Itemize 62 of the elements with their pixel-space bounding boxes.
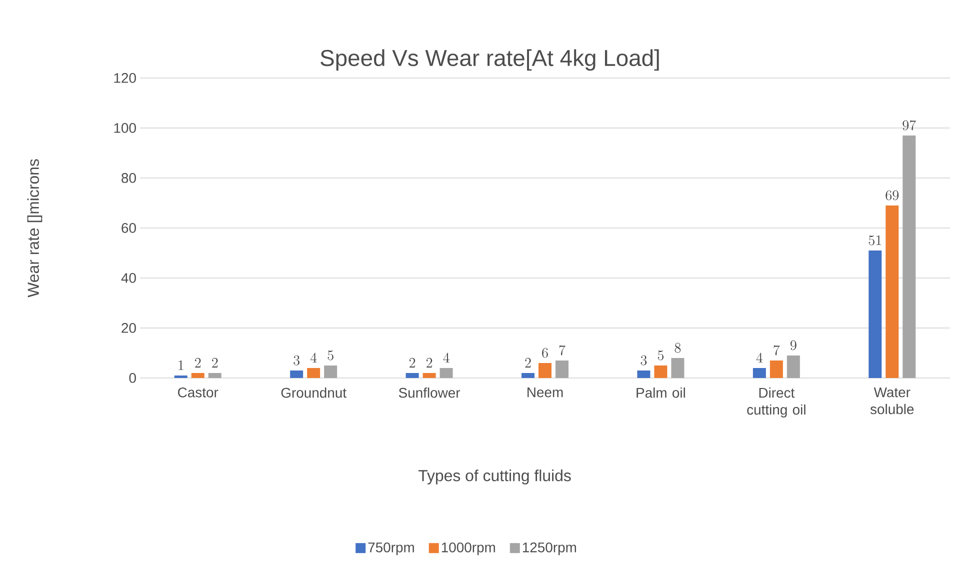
data-label: 6 <box>542 348 548 358</box>
y-tick-label: 0 <box>129 373 136 383</box>
data-label: 4 <box>756 352 763 362</box>
bar <box>307 368 320 378</box>
data-label: 9 <box>790 340 796 350</box>
data-label: 4 <box>443 352 450 362</box>
bar <box>522 372 535 378</box>
data-label: 3 <box>640 355 647 366</box>
data-label: 2 <box>409 358 416 368</box>
legend-label: 1000rpm <box>442 542 495 556</box>
bar <box>868 250 882 378</box>
data-label: 5 <box>328 350 334 360</box>
bar <box>324 365 338 378</box>
bar <box>406 372 419 378</box>
bar <box>654 365 668 378</box>
data-label: 2 <box>525 358 531 368</box>
bar <box>671 358 684 378</box>
bar <box>208 372 222 378</box>
bar <box>902 135 916 378</box>
y-tick-label: 120 <box>114 73 136 83</box>
legend-label: 1250rpm <box>522 542 576 556</box>
x-tick-label: Neem <box>528 388 563 398</box>
data-label: 2 <box>195 358 201 368</box>
bar <box>422 372 436 378</box>
x-axis-title: Types of cutting fluids <box>418 470 571 484</box>
x-tick-label: Palm oil <box>636 388 685 398</box>
bar <box>191 372 204 378</box>
bar <box>174 375 188 378</box>
bar <box>637 370 650 378</box>
data-label: 2 <box>212 358 218 368</box>
y-tick-label: 100 <box>114 123 136 133</box>
data-label: 69 <box>886 190 899 200</box>
bar <box>752 368 766 378</box>
bar <box>786 355 800 378</box>
bar <box>886 205 899 378</box>
data-label: 51 <box>868 235 882 246</box>
chart-title: Speed Vs Wear rate[At 4kg Load] <box>320 49 659 71</box>
y-tick-label: 80 <box>122 173 136 183</box>
data-label: 8 <box>674 342 681 353</box>
y-tick-label: 40 <box>121 273 136 283</box>
data-label: 97 <box>902 120 916 130</box>
data-label: 7 <box>559 345 566 356</box>
bar <box>290 370 304 378</box>
bar <box>538 362 552 378</box>
bar <box>440 368 453 378</box>
y-tick-label: 20 <box>122 323 136 333</box>
x-tick-label: Castor <box>178 387 218 398</box>
legend-label: 750rpm <box>368 542 414 556</box>
bar <box>556 360 569 378</box>
bar <box>770 360 783 378</box>
y-tick-label: 60 <box>122 223 136 233</box>
data-label: 3 <box>294 355 300 366</box>
x-tick-label: Sunflower <box>398 388 460 398</box>
x-tick-label: Direct cutting oil <box>747 388 806 418</box>
data-label: 1 <box>178 360 184 370</box>
x-tick-label: Water soluble <box>870 388 914 414</box>
data-label: 4 <box>310 352 317 362</box>
data-label: 2 <box>426 358 432 368</box>
data-label: 5 <box>658 350 664 360</box>
x-tick-label: Groundnut <box>281 388 346 398</box>
data-label: 7 <box>774 345 780 356</box>
y-axis-title: Wear rate []microns <box>27 159 42 298</box>
